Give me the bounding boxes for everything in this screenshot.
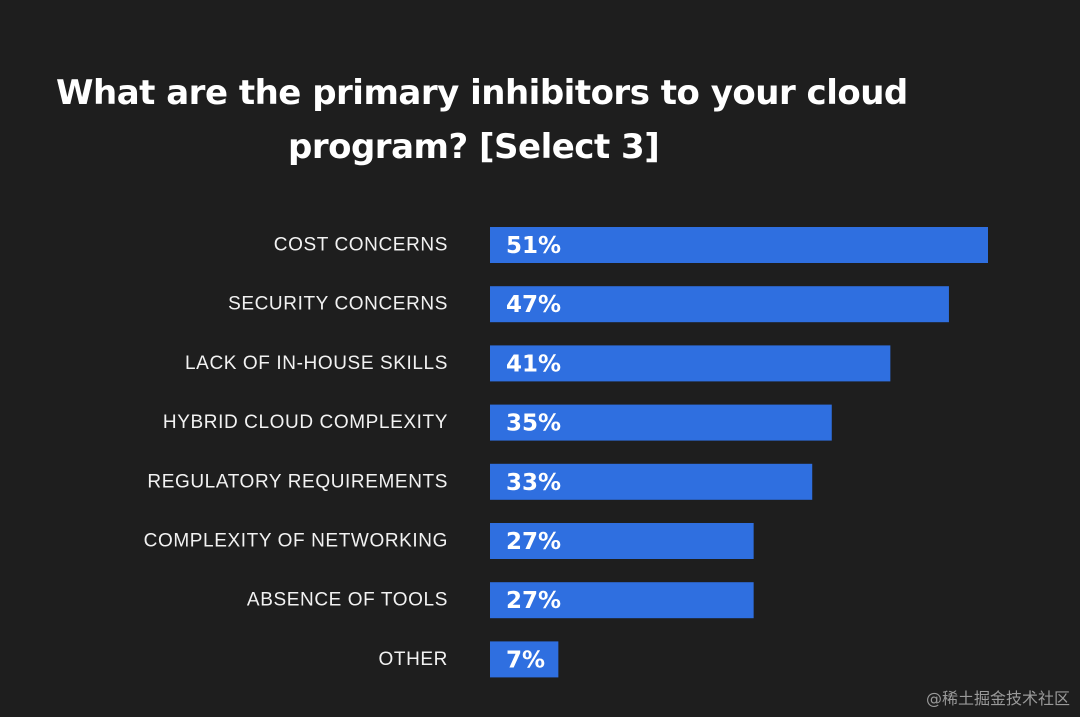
category-label: SECURITY CONCERNS <box>228 294 448 315</box>
bar-value-label: 33% <box>506 470 561 496</box>
category-label: HYBRID CLOUD COMPLEXITY <box>163 412 448 433</box>
category-label: REGULATORY REQUIREMENTS <box>147 471 448 492</box>
category-label: ABSENCE OF TOOLS <box>247 590 448 611</box>
bar <box>490 227 988 263</box>
bar <box>490 345 891 382</box>
bar-value-label: 27% <box>506 529 561 555</box>
bar-value-label: 41% <box>506 351 561 377</box>
bar-value-label: 27% <box>506 588 561 614</box>
category-label: COST CONCERNS <box>274 235 448 256</box>
bar-value-label: 35% <box>506 411 561 437</box>
chart-title-line-2: program? [Select 3] <box>288 127 660 167</box>
bar <box>490 286 949 323</box>
category-label: COMPLEXITY OF NETWORKING <box>144 531 448 552</box>
bar-value-label: 47% <box>506 292 561 318</box>
bar <box>490 404 832 441</box>
bar <box>490 582 754 619</box>
watermark: @稀土掘金技术社区 <box>925 689 1070 708</box>
bar-value-label: 51% <box>506 233 561 259</box>
bar <box>490 641 559 678</box>
chart-title-line-1: What are the primary inhibitors to your … <box>56 73 908 113</box>
bar <box>490 463 813 500</box>
bar <box>490 523 754 559</box>
category-label: OTHER <box>379 649 449 670</box>
bar-value-label: 7% <box>506 647 545 673</box>
chart-title: What are the primary inhibitors to your … <box>56 66 908 174</box>
category-label: LACK OF IN-HOUSE SKILLS <box>185 353 448 374</box>
